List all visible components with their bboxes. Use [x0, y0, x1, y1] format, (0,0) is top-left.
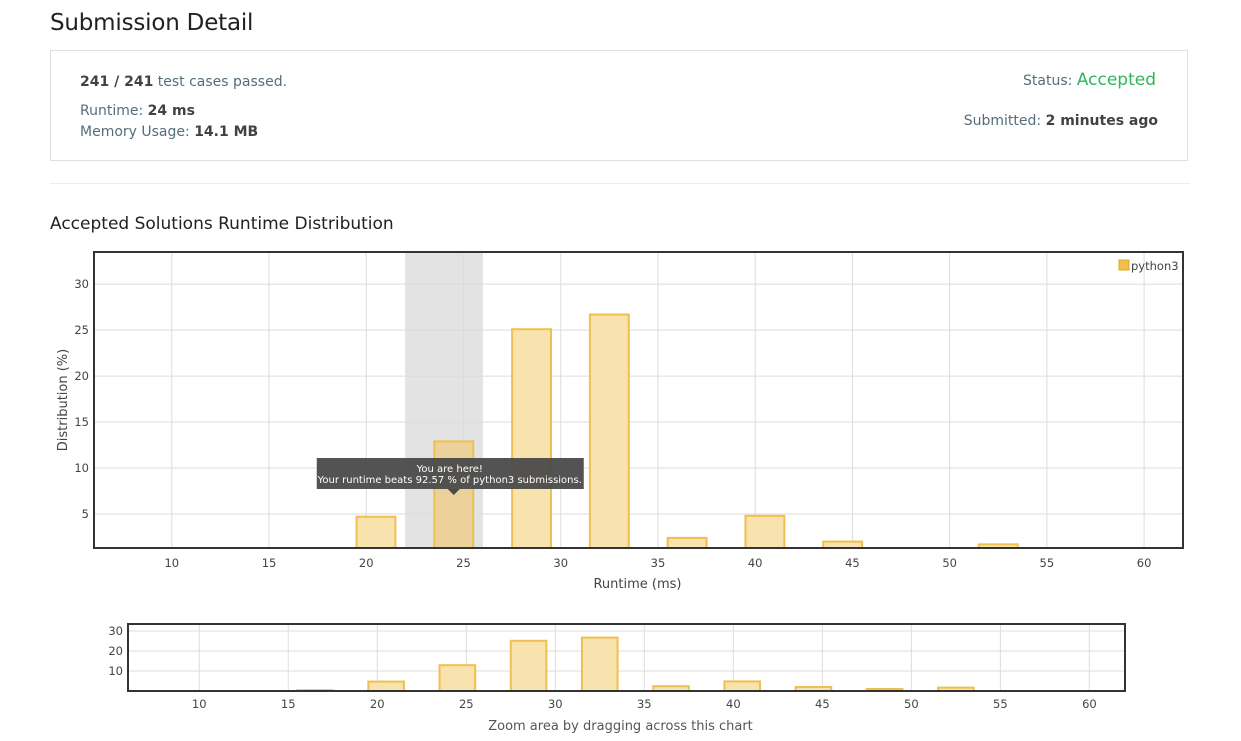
- overview-x-tick-label: 60: [1082, 697, 1097, 711]
- tooltip-box: [316, 458, 584, 489]
- x-axis-label: Runtime (ms): [593, 577, 681, 592]
- memory-value: 14.1 MB: [194, 124, 259, 140]
- overview-x-tick-label: 20: [370, 697, 385, 711]
- y-axis-label: Distribution (%): [56, 349, 71, 451]
- submitted-value: 2 minutes ago: [1045, 113, 1158, 129]
- overview-x-tick-label: 40: [726, 697, 741, 711]
- overview-x-tick-label: 10: [192, 697, 207, 711]
- x-tick-label: 45: [845, 556, 860, 570]
- y-tick-label: 15: [74, 415, 89, 429]
- x-tick-label: 55: [1040, 556, 1055, 570]
- bar-python3[interactable]: [511, 328, 552, 549]
- x-tick-label: 35: [651, 556, 666, 570]
- tooltip-arrow: [447, 489, 460, 495]
- memory-usage: Memory Usage: 14.1 MB: [80, 124, 258, 140]
- y-tick-label: 30: [74, 277, 89, 291]
- status: Status: Accepted: [1023, 70, 1156, 90]
- passed-suffix: test cases passed.: [157, 74, 288, 90]
- submission-summary-card: 241 / 241 test cases passed. Runtime: 24…: [50, 50, 1188, 161]
- y-tick-label: 10: [74, 461, 89, 475]
- zoom-overview-chart[interactable]: 10 15 20 25 30 35 40 45 50 55 60 10 20 30 Zoom area by…: [100, 615, 1140, 737]
- x-tick-label: 30: [553, 556, 568, 570]
- overview-x-tick-label: 15: [281, 697, 296, 711]
- legend-label-python3: python3: [1131, 259, 1179, 273]
- tooltip-line1: You are here!: [416, 464, 483, 475]
- zoom-caption: Zoom area by dragging across this chart: [488, 719, 753, 734]
- runtime-label: Runtime:: [80, 103, 144, 119]
- runtime-value: 24 ms: [147, 103, 195, 119]
- overview-y-tick-label: 10: [108, 664, 123, 678]
- overview-x-tick-label: 35: [637, 697, 652, 711]
- overview-x-tick-label: 55: [993, 697, 1008, 711]
- overview-y-tick-label: 20: [108, 644, 123, 658]
- overview-x-tick-label: 30: [548, 697, 563, 711]
- y-tick-label: 5: [82, 507, 89, 521]
- bar-python3[interactable]: [744, 514, 786, 549]
- page-title: Submission Detail: [50, 10, 254, 36]
- runtime-distribution-chart[interactable]: 10 15 20 25 30 35 40 45 50 55 60 5 10 15 20 25 30 Runtime…: [50, 245, 1200, 595]
- plot-frame: [93, 251, 1184, 549]
- overview-bar-python3: [723, 680, 762, 693]
- x-tick-label: 25: [456, 556, 471, 570]
- divider: [50, 183, 1190, 184]
- legend: python3: [1118, 259, 1179, 273]
- overview-frame: [127, 623, 1126, 692]
- runtime: Runtime: 24 ms: [80, 103, 195, 119]
- x-tick-label: 60: [1137, 556, 1152, 570]
- overview-bar-python3: [438, 664, 477, 692]
- x-tick-label: 20: [359, 556, 374, 570]
- y-tick-label: 20: [74, 369, 89, 383]
- submitted-label: Submitted:: [963, 113, 1042, 129]
- x-tick-label: 40: [748, 556, 763, 570]
- bar-python3[interactable]: [355, 515, 397, 549]
- runtime-tooltip: You are here!Your runtime beats 92.57 % …: [317, 458, 584, 495]
- submitted: Submitted: 2 minutes ago: [964, 113, 1158, 129]
- bar-python3[interactable]: [666, 536, 708, 549]
- status-accepted-link[interactable]: Accepted: [1076, 70, 1156, 90]
- status-label: Status:: [1023, 73, 1073, 89]
- passed-count: 241 / 241: [80, 74, 154, 90]
- y-tick-label: 25: [74, 323, 89, 337]
- tooltip-line2: Your runtime beats 92.57 % of python3 su…: [317, 475, 582, 486]
- x-tick-label: 10: [164, 556, 179, 570]
- test-cases-passed: 241 / 241 test cases passed.: [80, 74, 287, 90]
- overview-y-tick-label: 30: [108, 624, 123, 638]
- overview-x-tick-label: 45: [815, 697, 830, 711]
- memory-label: Memory Usage:: [80, 124, 190, 140]
- x-tick-label: 50: [942, 556, 957, 570]
- legend-swatch: [1118, 259, 1130, 271]
- overview-bar-python3: [509, 639, 548, 692]
- x-tick-label: 15: [262, 556, 277, 570]
- overview-x-tick-label: 25: [459, 697, 474, 711]
- bar-python3[interactable]: [588, 313, 630, 549]
- overview-bar-python3: [580, 636, 619, 693]
- overview-x-tick-label: 50: [904, 697, 919, 711]
- overview-bar-python3: [367, 680, 405, 692]
- section-title: Accepted Solutions Runtime Distribution: [50, 214, 394, 234]
